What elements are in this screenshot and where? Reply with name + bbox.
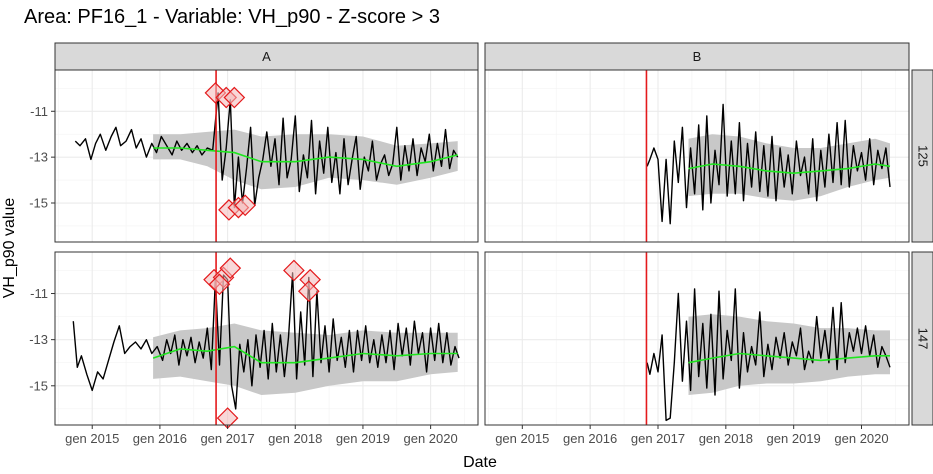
trend-line-B-147 [688,352,890,364]
x-tick-label: gen 2015 [495,431,549,446]
series-line-B-125 [646,103,891,225]
anomaly-marker [283,259,305,282]
y-tick-label: -15 [29,378,48,393]
facet-strip-A [54,42,479,71]
anomaly-marker [234,194,257,217]
panel-A-125 [54,69,479,243]
y-axis-title: VH_p90 value [1,198,18,299]
panel-A-147 [54,251,479,429]
strips-layer: A B 125 147 [54,42,933,426]
y-tick-label: -13 [29,150,48,165]
panels-layer [54,69,910,429]
x-tick-label: gen 2016 [133,431,187,446]
facet-label-A: A [262,49,271,64]
x-tick-label: gen 2020 [404,431,458,446]
x-tick-label: gen 2015 [65,431,119,446]
anomaly-marker [297,280,320,303]
y-tick-label: -15 [29,196,48,211]
facet-strip-B [484,42,910,71]
x-tick-label: gen 2019 [336,431,390,446]
x-tick-label: gen 2017 [631,431,685,446]
trend-line-B-125 [688,163,891,175]
series-line-A-125 [74,92,459,209]
anomaly-marker [208,273,231,296]
series-line-A-147 [72,272,460,410]
panel-B-125 [484,69,910,243]
facet-strip-125 [911,69,933,243]
chart-title: Area: PF16_1 - Variable: VH_p90 - Z-scor… [24,6,440,28]
x-tick-label: gen 2019 [767,431,821,446]
series-line-B-147 [646,288,891,422]
y-tick-label: -11 [30,104,48,119]
panel-border-B-147 [484,251,910,426]
trend-line-A-125 [153,147,458,168]
x-tick-label: gen 2020 [834,431,888,446]
facet-label-B: B [693,49,702,64]
x-tick-label: gen 2018 [699,431,753,446]
y-tick-label: -13 [29,332,48,347]
trend-line-A-147 [152,345,458,364]
panel-B-147 [484,251,910,426]
x-tick-label: gen 2016 [563,431,617,446]
anomaly-marker [223,86,246,109]
facet-strip-147 [911,251,933,426]
y-tick-label: -11 [30,286,48,301]
confidence-band-A-125 [153,129,458,190]
x-axis-title: Date [463,454,497,471]
axes-layer: -11 -13 -15 -11 -13 -15 gen 2015 gen 2016 gen 20… [29,104,888,446]
x-tick-label: gen 2017 [200,431,254,446]
x-tick-label: gen 2018 [268,431,322,446]
facet-label-125: 125 [916,145,931,167]
panel-border-A-147 [54,251,479,426]
anomaly-marker [219,257,242,279]
facet-label-147: 147 [916,328,931,350]
